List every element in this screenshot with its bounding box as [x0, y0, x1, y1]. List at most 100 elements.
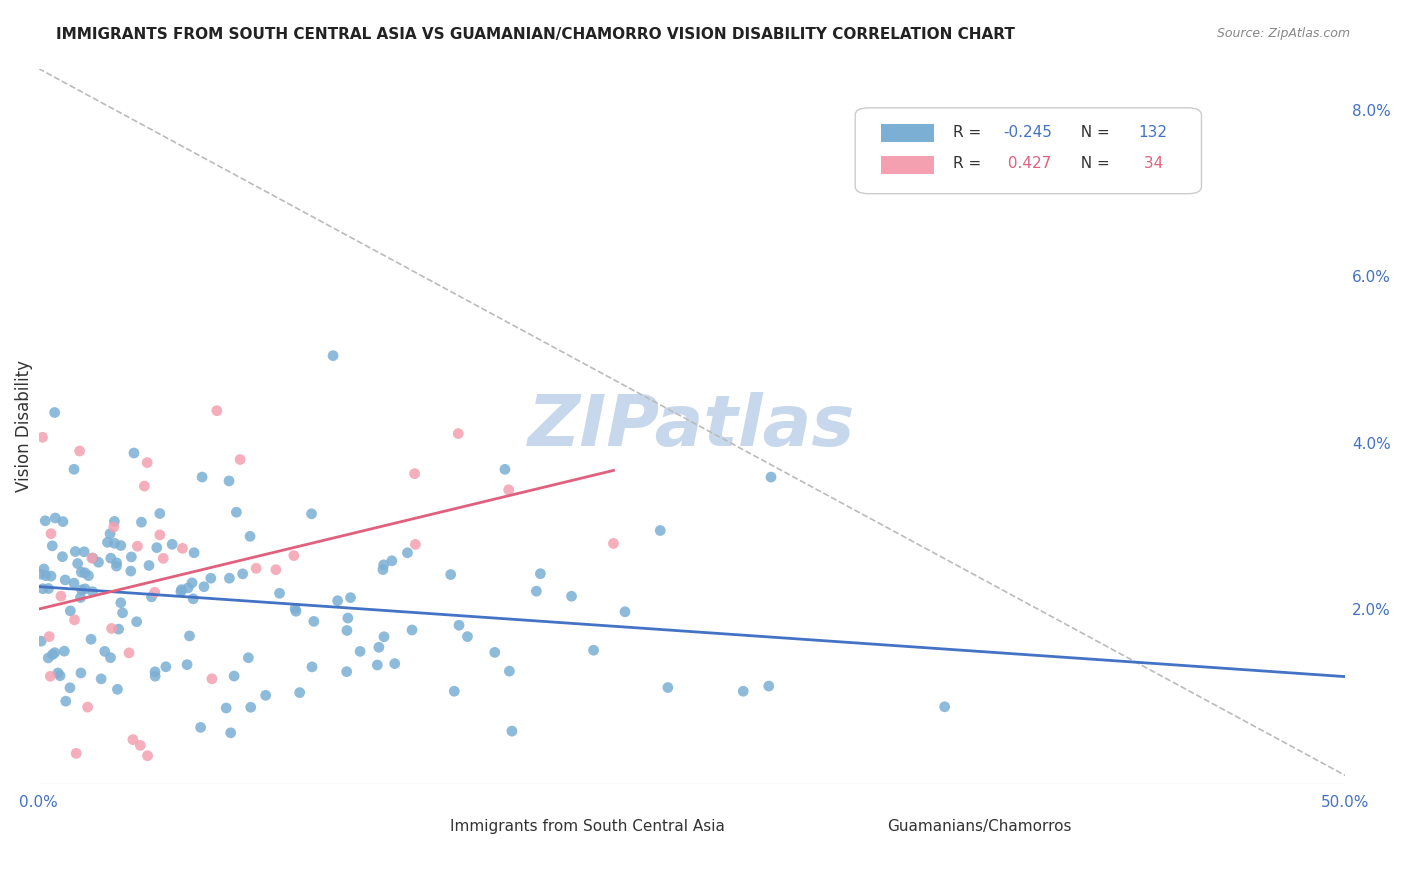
Point — [63, 576, 86, 591]
Point — [238, 650, 260, 665]
Point — [82, 584, 104, 599]
Point — [758, 679, 780, 693]
Point — [602, 536, 624, 550]
Point — [100, 650, 122, 665]
Point — [176, 657, 198, 672]
Point — [222, 669, 245, 683]
Point — [52, 515, 75, 529]
Point — [183, 546, 205, 560]
Point — [302, 615, 325, 629]
Point — [134, 479, 156, 493]
Point — [136, 748, 159, 763]
Point — [336, 665, 359, 679]
FancyBboxPatch shape — [855, 108, 1202, 194]
Point — [63, 462, 86, 476]
Point — [122, 732, 145, 747]
Point — [41, 539, 63, 553]
Point — [35, 568, 58, 582]
Point — [200, 571, 222, 585]
Point — [39, 669, 62, 683]
Text: R =: R = — [953, 126, 987, 140]
Point — [37, 582, 59, 596]
Point — [190, 720, 212, 734]
Point — [529, 566, 551, 581]
Point — [146, 541, 169, 555]
Point — [127, 539, 149, 553]
Point — [103, 515, 125, 529]
Point — [614, 605, 637, 619]
Point — [141, 590, 163, 604]
Point — [66, 557, 89, 571]
Point — [225, 505, 247, 519]
Point — [136, 456, 159, 470]
Point — [336, 624, 359, 638]
Point — [191, 470, 214, 484]
Point — [30, 567, 52, 582]
Point — [650, 524, 672, 538]
Point — [32, 562, 55, 576]
Point — [447, 426, 470, 441]
Point — [498, 664, 520, 678]
Point — [269, 586, 291, 600]
Point — [80, 632, 103, 647]
Point — [396, 546, 419, 560]
Point — [90, 672, 112, 686]
Point — [384, 657, 406, 671]
Point — [110, 539, 132, 553]
Point — [215, 701, 238, 715]
Text: ZIPatlas: ZIPatlas — [529, 392, 856, 460]
Point — [59, 604, 82, 618]
Point — [443, 684, 465, 698]
Point — [149, 528, 172, 542]
Point — [373, 630, 395, 644]
Point — [181, 591, 204, 606]
Point — [170, 582, 193, 597]
Point — [254, 689, 277, 703]
Point — [301, 507, 323, 521]
Point — [193, 580, 215, 594]
Point — [143, 665, 166, 679]
Point — [440, 567, 463, 582]
Point — [143, 669, 166, 683]
Point — [447, 618, 470, 632]
Point — [170, 584, 193, 599]
FancyBboxPatch shape — [823, 817, 855, 835]
Point — [201, 672, 224, 686]
Point — [107, 622, 129, 636]
Point — [73, 566, 96, 580]
Point — [77, 568, 100, 582]
Point — [55, 694, 77, 708]
Point — [456, 630, 478, 644]
Point — [284, 604, 307, 618]
Point — [494, 462, 516, 476]
Point — [232, 566, 254, 581]
Point — [401, 623, 423, 637]
Point — [733, 684, 755, 698]
Point — [53, 644, 76, 658]
Point — [284, 601, 307, 615]
Point — [103, 520, 125, 534]
Point — [49, 669, 72, 683]
Point — [498, 483, 520, 497]
Point — [37, 651, 59, 665]
Text: IMMIGRANTS FROM SOUTH CENTRAL ASIA VS GUAMANIAN/CHAMORRO VISION DISABILITY CORRE: IMMIGRANTS FROM SOUTH CENTRAL ASIA VS GU… — [56, 27, 1015, 42]
Text: Guamanians/Chamorros: Guamanians/Chamorros — [887, 819, 1071, 834]
Point — [484, 645, 506, 659]
Point — [51, 549, 73, 564]
Text: R =: R = — [953, 156, 987, 171]
Point — [93, 644, 115, 658]
Point — [111, 606, 134, 620]
Point — [53, 573, 76, 587]
Text: N =: N = — [1071, 156, 1115, 171]
Point — [41, 648, 63, 662]
Point — [39, 526, 62, 541]
Point — [131, 515, 153, 529]
Point — [75, 582, 97, 596]
Point — [59, 681, 82, 695]
Point — [381, 554, 404, 568]
Point — [73, 545, 96, 559]
Point — [404, 467, 426, 481]
Point — [107, 682, 129, 697]
Point — [229, 452, 252, 467]
Point — [177, 581, 200, 595]
